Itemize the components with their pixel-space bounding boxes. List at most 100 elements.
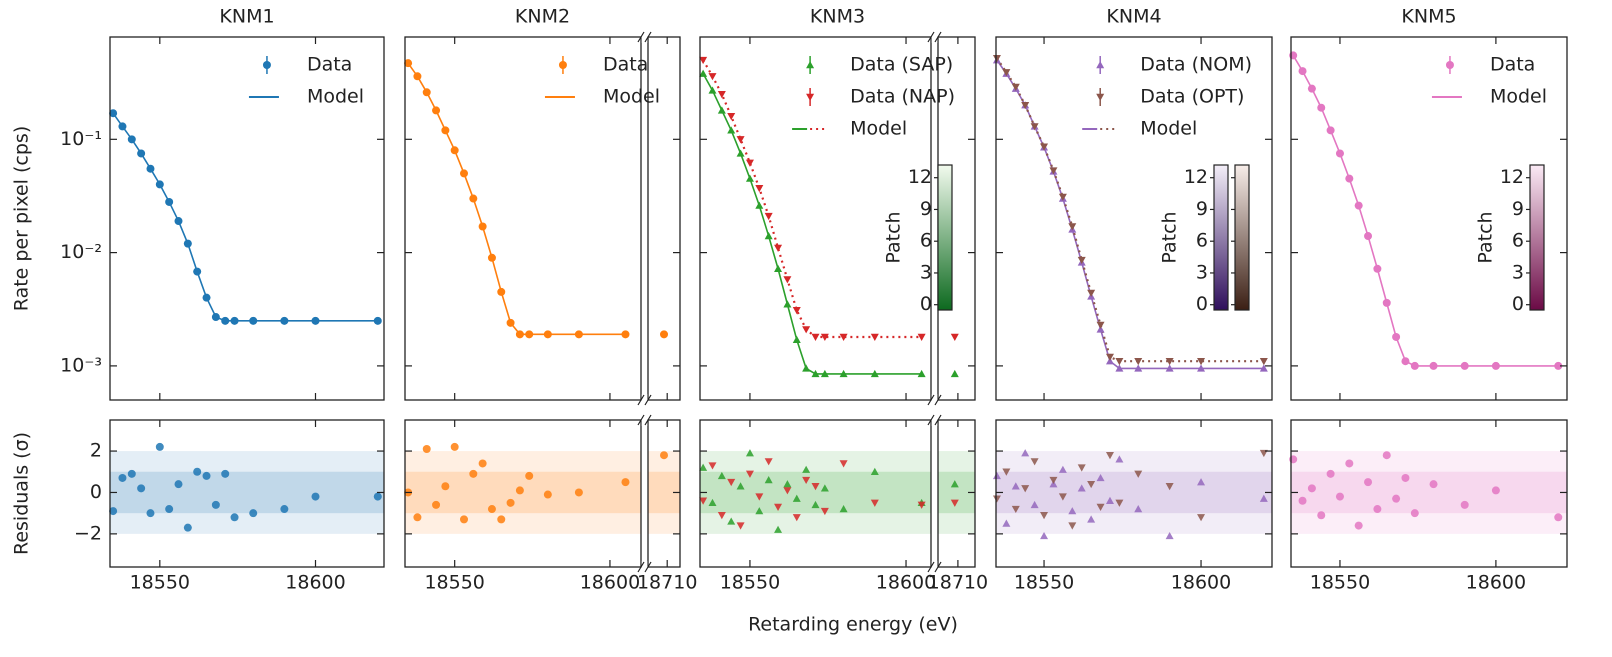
data-point bbox=[1115, 358, 1124, 366]
break-gap bbox=[641, 31, 648, 43]
data-point bbox=[478, 222, 487, 231]
legend-label: Data bbox=[1490, 54, 1535, 76]
residual-point bbox=[1049, 476, 1058, 485]
break-mark bbox=[934, 561, 942, 573]
data-point bbox=[755, 201, 764, 209]
legend-marker bbox=[1096, 61, 1105, 69]
colorbar-tick-label: 6 bbox=[1196, 230, 1208, 252]
colorbar-tick-label: 3 bbox=[1196, 261, 1208, 283]
residual-point bbox=[1134, 505, 1143, 513]
axes-frame bbox=[1290, 419, 1568, 568]
data-point bbox=[736, 149, 745, 157]
axes-frame bbox=[109, 36, 385, 401]
data-point bbox=[755, 185, 764, 193]
residual-point bbox=[745, 449, 754, 457]
data-point bbox=[1105, 353, 1114, 361]
data-point bbox=[1002, 69, 1011, 77]
residual-point bbox=[1410, 509, 1419, 518]
x-tick-label: 18600 bbox=[1171, 572, 1231, 594]
data-point bbox=[774, 264, 783, 272]
residual-point bbox=[413, 513, 422, 522]
residual-point bbox=[1326, 469, 1335, 478]
residual-point bbox=[165, 505, 174, 514]
data-point bbox=[373, 316, 382, 325]
break-gap bbox=[641, 394, 648, 406]
residual-point bbox=[660, 451, 668, 460]
data-point bbox=[792, 335, 801, 343]
break-gap bbox=[931, 561, 938, 573]
legend-marker bbox=[262, 61, 271, 69]
colorbar-tick-label: 12 bbox=[1500, 166, 1524, 188]
axes-frame bbox=[699, 419, 932, 568]
residual-point bbox=[1002, 519, 1011, 527]
residual-point bbox=[1345, 459, 1354, 468]
sigma2-band bbox=[110, 451, 384, 534]
data-point bbox=[211, 313, 220, 322]
residual-point bbox=[249, 509, 258, 518]
break-mark bbox=[637, 414, 645, 426]
data-point bbox=[917, 333, 926, 341]
residual-point bbox=[839, 460, 848, 468]
residual-point bbox=[311, 492, 320, 501]
residual-point bbox=[1165, 531, 1174, 540]
legend-label: Model bbox=[307, 86, 364, 108]
legend-marker bbox=[1096, 93, 1105, 101]
residual-point bbox=[1491, 486, 1500, 495]
residual-point bbox=[1040, 512, 1049, 520]
break-gap bbox=[931, 394, 938, 406]
residual-point bbox=[127, 469, 136, 478]
data-point bbox=[802, 364, 811, 372]
data-point bbox=[118, 122, 127, 131]
residual-point bbox=[1373, 505, 1382, 514]
x-tick-label: 18550 bbox=[130, 572, 190, 594]
residual-point bbox=[1392, 494, 1401, 503]
data-point bbox=[783, 300, 792, 308]
residual-point bbox=[193, 467, 202, 476]
residual-point bbox=[736, 522, 745, 530]
data-point bbox=[183, 239, 192, 248]
x-tick-label: 18550 bbox=[1014, 572, 1074, 594]
residual-point bbox=[1307, 484, 1316, 493]
residual-point bbox=[221, 469, 230, 478]
data-point bbox=[950, 333, 959, 341]
sigma2-band bbox=[1291, 451, 1567, 534]
break-mark bbox=[934, 31, 942, 43]
axes-frame bbox=[699, 36, 932, 401]
residual-y-tick-label: −2 bbox=[74, 522, 102, 544]
residual-point bbox=[1335, 492, 1344, 501]
legend-label: Data (OPT) bbox=[1140, 86, 1244, 108]
axes-frame bbox=[995, 419, 1273, 568]
break-mark bbox=[644, 394, 652, 406]
residual-point bbox=[1429, 480, 1438, 489]
residual-point bbox=[783, 487, 792, 495]
residual-point bbox=[497, 515, 506, 524]
residual-point bbox=[811, 483, 820, 491]
colorbar-label: Patch bbox=[1475, 211, 1497, 263]
data-point bbox=[1382, 298, 1391, 307]
residual-point bbox=[109, 507, 118, 516]
residual-point bbox=[1030, 500, 1039, 509]
x-tick-label: 18550 bbox=[720, 572, 780, 594]
data-point bbox=[1197, 358, 1206, 366]
residual-point bbox=[1058, 493, 1067, 501]
residual-point bbox=[1364, 478, 1373, 487]
data-point bbox=[1491, 361, 1500, 370]
model-line bbox=[702, 59, 922, 339]
x-tick-label: 18550 bbox=[1310, 572, 1370, 594]
residual-point bbox=[745, 470, 754, 478]
sigma1-band bbox=[110, 471, 384, 514]
data-point bbox=[1345, 174, 1354, 183]
residual-point bbox=[820, 484, 829, 492]
residual-point bbox=[783, 480, 792, 488]
data-point bbox=[137, 149, 146, 158]
legend-label: Model bbox=[1140, 118, 1197, 140]
residual-point bbox=[708, 462, 717, 470]
data-point bbox=[1115, 364, 1124, 372]
y-tick-label: 10⁻¹ bbox=[60, 128, 102, 150]
x-tick-label: 18600 bbox=[876, 572, 936, 594]
residual-point bbox=[755, 493, 764, 501]
data-point bbox=[717, 91, 726, 99]
residual-point bbox=[774, 503, 783, 511]
break-gap bbox=[641, 414, 648, 426]
sigma2-band bbox=[700, 451, 931, 534]
